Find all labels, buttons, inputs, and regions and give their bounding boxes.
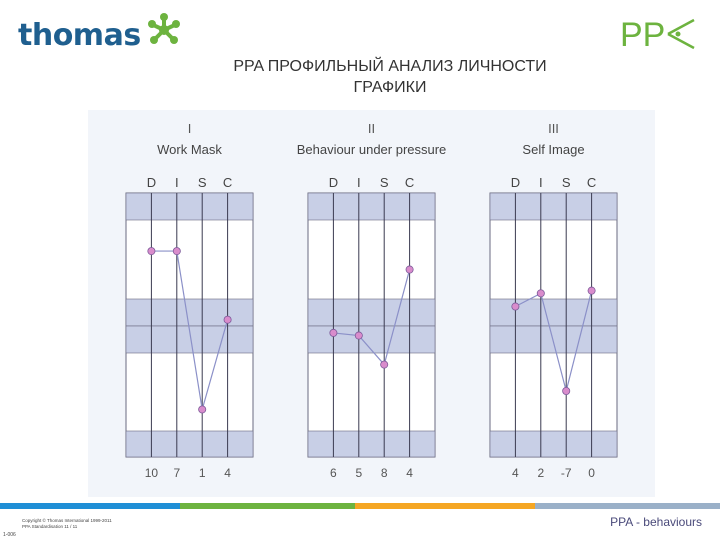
graph-point: [223, 315, 232, 324]
graph-series-line: [151, 250, 229, 410]
graph-value-label: 7: [173, 466, 180, 480]
graph-band: [489, 298, 618, 327]
graph-value-label: 10: [145, 466, 159, 480]
graph-value-label: 5: [355, 466, 362, 480]
graph-value-label: 8: [381, 466, 388, 480]
graph-category-label: C: [405, 175, 414, 190]
graph-series-line: [333, 269, 411, 366]
graph-point: [172, 247, 181, 256]
graph-band: [489, 430, 618, 458]
graph-1: I Work Mask D I S C 10 7 1 4: [125, 121, 254, 480]
graph-band: [125, 430, 254, 458]
graph-band: [307, 430, 436, 458]
graph-band: [307, 298, 436, 327]
slide-code: 1-006: [3, 532, 16, 538]
graph-value-label: 4: [224, 466, 231, 480]
graph-point: [587, 286, 596, 295]
graph-title: Self Image: [522, 142, 584, 157]
graph-band: [125, 298, 254, 327]
copyright-line2: PPA Standardisation 11 / 11: [22, 524, 78, 529]
graph-point: [405, 265, 414, 274]
graph-band: [125, 192, 254, 221]
page-title: PPA ПРОФИЛЬНЫЙ АНАЛИЗ ЛИЧНОСТИ ГРАФИКИ: [170, 56, 610, 98]
graph-2: II Behaviour under pressure D I S C 6 5 8 4: [297, 121, 447, 480]
graph-series-line: [515, 290, 593, 392]
graph-band: [307, 325, 436, 354]
graph-value-label: 4: [512, 466, 519, 480]
chart-panel: I Work Mask D I S C 10 7 1 4 II Behaviour under pre…: [88, 110, 655, 497]
graph-point: [198, 405, 207, 414]
graph-category-label: D: [147, 175, 156, 190]
graph-numeral: I: [188, 121, 192, 136]
footer-label: PPA - behaviours: [610, 515, 702, 529]
graph-point: [536, 289, 545, 298]
graph-band: [307, 192, 436, 221]
graph-category-label: C: [223, 175, 232, 190]
graph-title: Work Mask: [157, 142, 222, 157]
graph-point: [354, 331, 363, 340]
graph-category-label: I: [357, 175, 361, 190]
graph-category-label: D: [329, 175, 338, 190]
graph-point: [380, 360, 389, 369]
graph-band: [489, 192, 618, 221]
logo-text: thomas: [18, 18, 141, 53]
graph-value-label: 4: [406, 466, 413, 480]
logo-star-icon: [148, 13, 180, 44]
graph-3: III Self Image D I S C 4 2 -7 0: [489, 121, 618, 480]
graph-value-label: 2: [537, 466, 544, 480]
graph-title: Behaviour under pressure: [297, 142, 447, 157]
graph-value-label: 6: [330, 466, 337, 480]
ppa-logo-triangle-icon: [667, 18, 695, 50]
page-title-line2: ГРАФИКИ: [353, 79, 427, 96]
graph-numeral: II: [368, 121, 375, 136]
graph-category-label: S: [562, 175, 571, 190]
graph-point: [511, 302, 520, 311]
graph-value-label: 0: [588, 466, 595, 480]
graph-point: [562, 386, 571, 395]
copyright: Copyright © Thomas International 1999-20…: [22, 518, 112, 530]
copyright-line1: Copyright © Thomas International 1999-20…: [22, 518, 112, 523]
graph-category-label: D: [511, 175, 520, 190]
graph-point: [147, 247, 156, 256]
graph-band: [489, 325, 618, 354]
graph-category-label: I: [539, 175, 543, 190]
graph-point: [329, 328, 338, 337]
ppa-logo: PP: [620, 16, 695, 54]
graph-value-label: 1: [199, 466, 206, 480]
graph-numeral: III: [548, 121, 559, 136]
graph-category-label: S: [198, 175, 207, 190]
graph-category-label: C: [587, 175, 596, 190]
graph-category-label: S: [380, 175, 389, 190]
page-title-line1: PPA ПРОФИЛЬНЫЙ АНАЛИЗ ЛИЧНОСТИ: [233, 58, 547, 75]
graph-value-label: -7: [561, 466, 572, 480]
graph-category-label: I: [175, 175, 179, 190]
ppa-logo-text: PP: [620, 16, 665, 54]
footer-color-bar: [0, 503, 720, 509]
